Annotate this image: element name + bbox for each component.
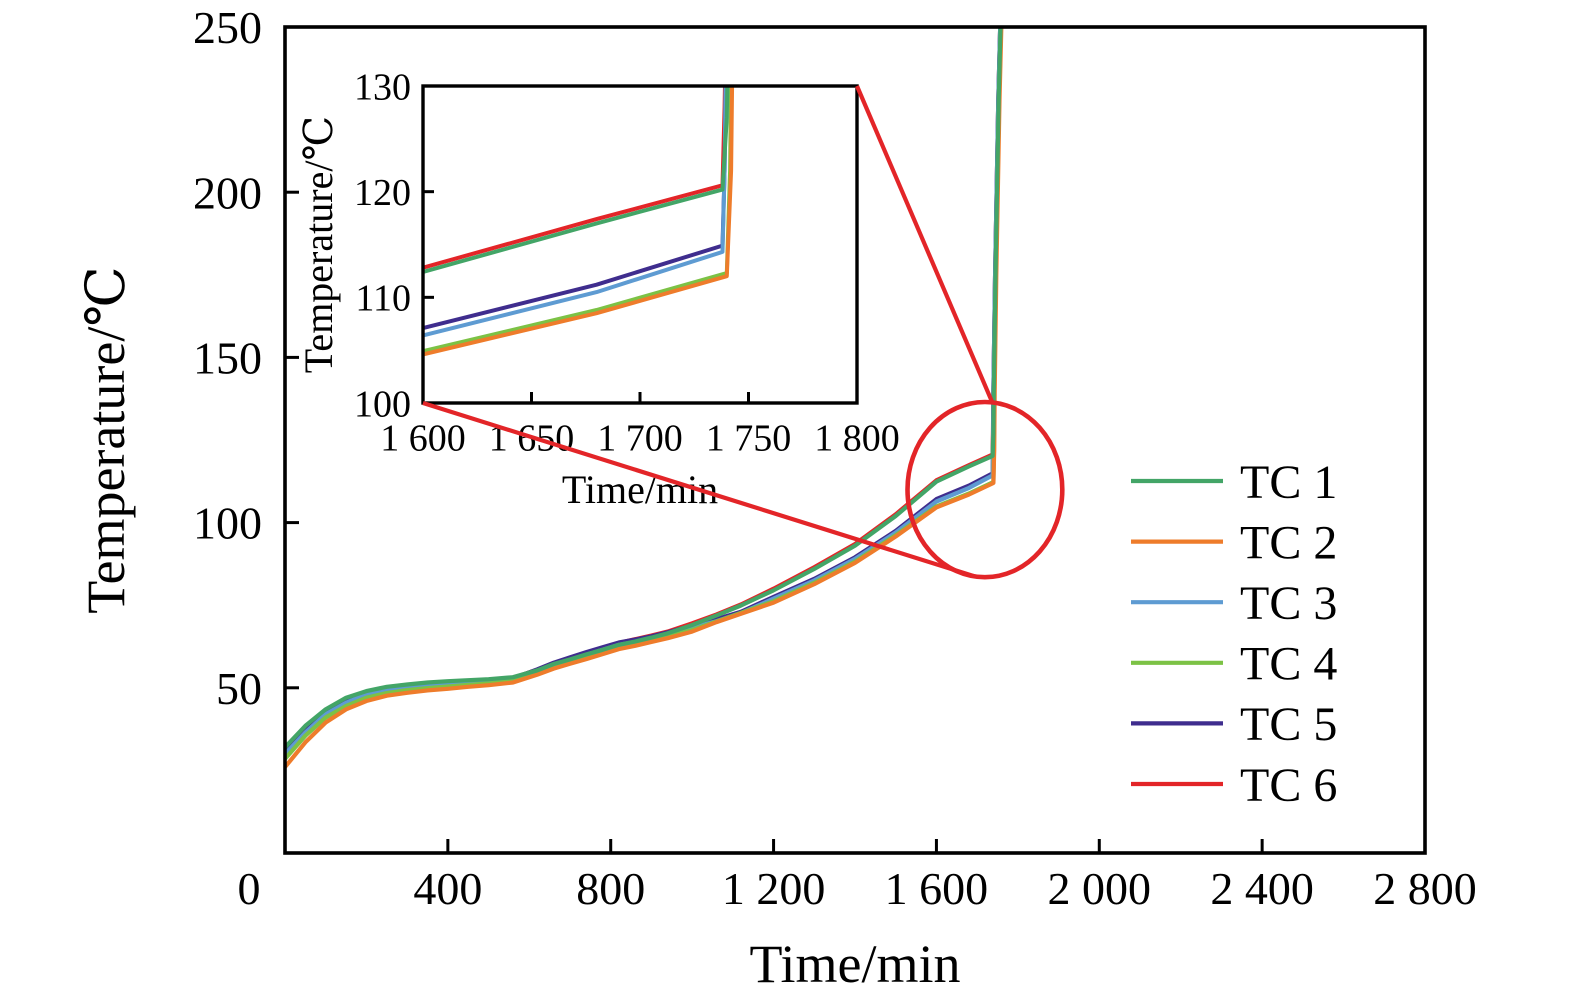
inset-y-axis-title: Temperature/℃ (296, 116, 341, 373)
main-axes-frame (283, 25, 1427, 855)
x-tick-label-800: 800 (576, 863, 645, 914)
legend-label: TC 2 (1240, 516, 1337, 569)
inset-x-tick-label-1800: 1 800 (814, 417, 900, 459)
zoom-connector-line-2 (422, 400, 976, 579)
inset-x-tick-label-1700: 1 700 (597, 417, 683, 459)
x-tick-label-2000: 2 000 (1048, 863, 1152, 914)
inset-series-group (423, 86, 735, 357)
inset-series-line-tc-5 (423, 86, 728, 330)
y-tick-label-150: 150 (193, 333, 262, 384)
main-series-group (285, 27, 1004, 770)
zoom-highlight-circle (905, 399, 1065, 580)
legend-label: TC 6 (1240, 759, 1337, 812)
x-tick-label-1200: 1 200 (722, 863, 826, 914)
legend: TC 1 TC 2 TC 3 TC 4 TC 5 TC 6 (1131, 456, 1337, 812)
legend-label: TC 5 (1240, 698, 1337, 751)
legend-item-tc-4: TC 4 (1131, 638, 1337, 691)
inset-x-tick-label-1750: 1 750 (706, 417, 792, 459)
x-tick-label-400: 400 (413, 863, 482, 914)
y-tick-label-250: 250 (193, 2, 262, 53)
x-tick-label-2800: 2 800 (1373, 863, 1477, 914)
inset-x-tick-label-1600: 1 600 (380, 417, 466, 459)
legend-item-tc-5: TC 5 (1131, 698, 1337, 751)
inset-background (423, 86, 857, 403)
inset-series-line-tc-2 (423, 86, 735, 357)
legend-label: TC 1 (1240, 456, 1337, 509)
inset-series-line-tc-1 (423, 86, 730, 274)
inset-y-tick-label-100: 100 (354, 383, 411, 425)
inset-series-line-tc-6 (423, 86, 727, 270)
inset-y-tick-label-120: 120 (354, 172, 411, 214)
y-tick-label-50: 50 (216, 663, 262, 714)
series-line-tc-2 (285, 27, 1004, 770)
inset-y-tick-label-130: 130 (354, 66, 411, 108)
inset-series-line-tc-3 (423, 86, 728, 338)
zoom-connector-line-1 (855, 85, 995, 404)
legend-item-tc-3: TC 3 (1131, 577, 1337, 630)
inset-series-line-tc-4 (423, 86, 734, 354)
series-line-tc-1 (285, 27, 1003, 750)
y-axis-title: Temperature/℃ (76, 266, 136, 613)
x-tick-label-0: 0 (238, 863, 261, 914)
x-tick-label-2400: 2 400 (1210, 863, 1314, 914)
legend-item-tc-1: TC 1 (1131, 456, 1337, 509)
x-axis-title: Time/min (749, 934, 960, 994)
legend-item-tc-6: TC 6 (1131, 759, 1337, 812)
legend-item-tc-2: TC 2 (1131, 516, 1337, 569)
x-tick-label-1600: 1 600 (885, 863, 989, 914)
legend-label: TC 3 (1240, 577, 1337, 630)
y-tick-label-200: 200 (193, 167, 262, 218)
legend-label: TC 4 (1240, 638, 1337, 691)
inset-y-tick-label-110: 110 (355, 278, 411, 320)
y-tick-label-100: 100 (193, 498, 262, 549)
